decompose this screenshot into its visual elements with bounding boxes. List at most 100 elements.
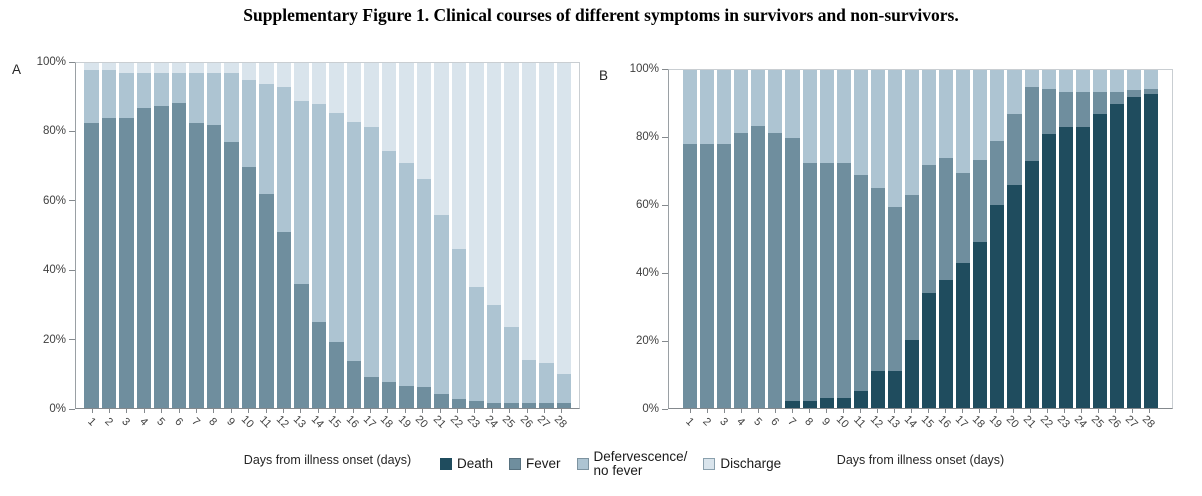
- legend-item-discharge: Discharge: [703, 456, 781, 471]
- segment-death: [785, 401, 800, 408]
- bar-day-19: [990, 70, 1005, 408]
- segment-defervescence-no-fever: [416, 178, 431, 388]
- x-tick-mark: [526, 409, 528, 413]
- x-tick-mark: [1080, 409, 1082, 413]
- segment-death: [870, 370, 885, 408]
- bar-day-8: [802, 70, 817, 408]
- x-tick-mark: [995, 409, 997, 413]
- x-axis-title-b: Days from illness onset (days): [836, 453, 1005, 467]
- segment-death: [922, 293, 937, 408]
- bar-day-3: [119, 63, 134, 408]
- legend-swatch-discharge: [703, 458, 716, 471]
- segment-fever: [259, 194, 274, 408]
- x-tick-mark: [230, 409, 232, 413]
- bar-day-2: [101, 63, 116, 408]
- x-tick-label: 4: [734, 415, 748, 429]
- segment-fever: [311, 321, 326, 408]
- segment-defervescence-no-fever: [486, 304, 501, 403]
- segment-death: [1092, 113, 1107, 408]
- segment-discharge: [451, 63, 466, 250]
- segment-discharge: [434, 63, 449, 215]
- segment-defervescence-no-fever: [700, 70, 715, 145]
- segment-fever: [939, 157, 954, 280]
- segment-defervescence-no-fever: [734, 70, 749, 133]
- x-axis-b: 1 2 3 4 5 6 7 8 9 10 11 12 13 14 15 16 17 18 19 20 21 22 23 24 2…: [668, 409, 1173, 451]
- segment-discharge: [241, 63, 256, 81]
- segment-defervescence-no-fever: [887, 70, 903, 207]
- x-tick-mark: [826, 409, 828, 413]
- segment-fever: [486, 402, 501, 408]
- y-tick-label: 100%: [629, 63, 659, 75]
- segment-death: [819, 397, 834, 408]
- segment-defervescence-no-fever: [717, 70, 732, 145]
- x-tick-label: 8: [206, 415, 220, 429]
- segment-death: [1109, 103, 1125, 408]
- segment-defervescence-no-fever: [785, 70, 800, 138]
- bar-day-16: [939, 70, 954, 408]
- bar-day-15: [922, 70, 937, 408]
- y-tick-label: 20%: [635, 335, 659, 347]
- x-tick-label: 2: [700, 415, 714, 429]
- legend-swatch-fever: [509, 458, 522, 471]
- x-tick-mark: [561, 409, 563, 413]
- segment-fever: [84, 123, 99, 408]
- bar-day-26: [521, 63, 536, 408]
- segment-fever: [1109, 91, 1125, 104]
- segment-fever: [819, 162, 834, 398]
- bar-day-2: [700, 70, 715, 408]
- segment-defervescence-no-fever: [802, 70, 817, 163]
- x-tick-mark: [978, 409, 980, 413]
- x-tick-label: 26: [517, 413, 535, 431]
- x-tick-label: 28: [1139, 413, 1157, 431]
- segment-fever: [683, 144, 698, 408]
- segment-defervescence-no-fever: [206, 73, 221, 126]
- segment-defervescence-no-fever: [136, 73, 151, 108]
- bar-day-20: [1007, 70, 1022, 408]
- segment-discharge: [329, 63, 344, 114]
- y-tick-label: 80%: [635, 131, 659, 143]
- segment-death: [1007, 184, 1022, 408]
- segment-fever: [416, 387, 431, 408]
- bar-day-8: [206, 63, 221, 408]
- y-tick-label: 0%: [49, 403, 66, 415]
- x-tick-label: 20: [412, 413, 431, 431]
- x-axis-title-a: Days from illness onset (days): [243, 453, 412, 467]
- segment-defervescence-no-fever: [329, 113, 344, 343]
- legend-item-label: Defervescence/ no fever: [593, 449, 688, 479]
- segment-discharge: [224, 63, 239, 74]
- x-tick-label: 10: [239, 413, 257, 431]
- x-tick-mark: [387, 409, 389, 413]
- segment-death: [1144, 93, 1159, 408]
- x-tick-label: 20: [1003, 413, 1021, 431]
- segment-defervescence-no-fever: [241, 80, 256, 167]
- x-tick-label: 1: [683, 415, 697, 429]
- x-tick-mark: [1097, 409, 1099, 413]
- segment-fever: [381, 382, 396, 408]
- x-tick-mark: [126, 409, 128, 413]
- segment-discharge: [539, 63, 554, 364]
- y-tick-label: 60%: [42, 194, 66, 207]
- segment-defervescence-no-fever: [171, 73, 186, 103]
- bar-day-27: [1127, 70, 1142, 408]
- segment-fever: [101, 118, 116, 408]
- segment-fever: [294, 283, 309, 408]
- segment-fever: [521, 402, 536, 408]
- x-tick-label: 11: [851, 413, 868, 431]
- bar-day-7: [785, 70, 800, 408]
- bar-day-10: [241, 63, 256, 408]
- segment-defervescence-no-fever: [870, 70, 885, 189]
- segment-defervescence-no-fever: [346, 121, 361, 362]
- x-tick-mark: [248, 409, 250, 413]
- x-tick-mark: [439, 409, 441, 413]
- legend-swatch-death: [440, 458, 452, 471]
- x-tick-label: 14: [901, 413, 919, 431]
- bar-day-6: [171, 63, 186, 408]
- segment-discharge: [294, 63, 309, 101]
- x-tick-label: 12: [273, 413, 291, 431]
- x-tick-mark: [860, 409, 862, 413]
- y-tick-label: 20%: [42, 333, 66, 346]
- bar-day-19: [399, 63, 414, 408]
- x-tick-mark: [1114, 409, 1116, 413]
- x-tick-mark: [317, 409, 319, 413]
- x-tick-label: 17: [360, 413, 378, 431]
